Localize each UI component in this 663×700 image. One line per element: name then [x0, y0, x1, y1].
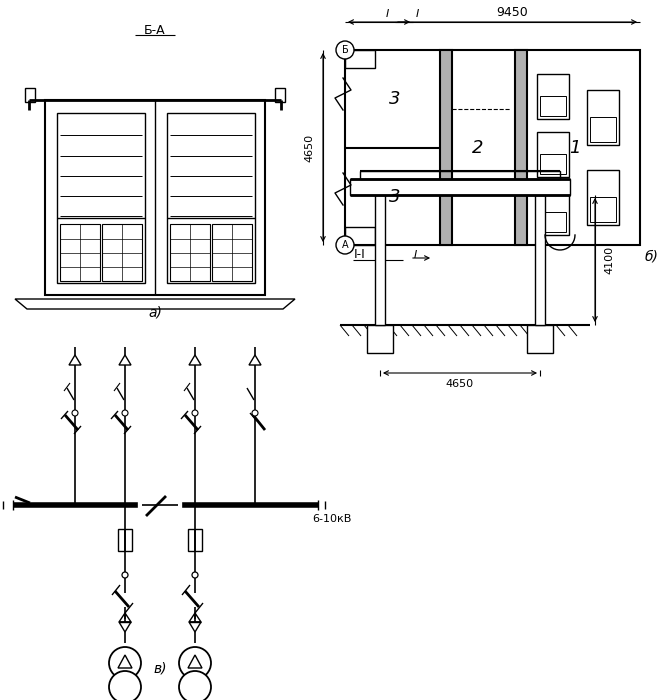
- Bar: [60, 224, 100, 281]
- Bar: [587, 170, 619, 225]
- Bar: [537, 74, 569, 119]
- Text: 1: 1: [570, 139, 581, 157]
- Bar: [345, 50, 640, 245]
- Bar: [102, 224, 142, 281]
- Circle shape: [109, 671, 141, 700]
- Circle shape: [252, 410, 258, 416]
- Bar: [345, 227, 375, 245]
- Circle shape: [179, 671, 211, 700]
- Bar: [440, 50, 452, 245]
- Bar: [540, 96, 566, 116]
- Bar: [590, 117, 616, 142]
- Text: б): б): [645, 250, 659, 264]
- Circle shape: [192, 410, 198, 416]
- Text: 4650: 4650: [446, 379, 474, 389]
- Bar: [45, 100, 265, 295]
- Text: І: І: [385, 9, 389, 19]
- Bar: [350, 179, 570, 195]
- Bar: [212, 224, 252, 281]
- Text: 6-10кВ: 6-10кВ: [312, 514, 351, 524]
- Bar: [360, 171, 560, 179]
- Bar: [367, 325, 393, 353]
- Bar: [590, 197, 616, 222]
- Text: І: І: [413, 250, 416, 260]
- Bar: [540, 154, 566, 174]
- Circle shape: [192, 572, 198, 578]
- Circle shape: [336, 236, 354, 254]
- Bar: [527, 325, 553, 353]
- Text: А: А: [341, 240, 348, 250]
- Circle shape: [109, 647, 141, 679]
- Bar: [118, 529, 132, 551]
- Bar: [515, 50, 527, 245]
- Bar: [375, 195, 385, 325]
- Bar: [587, 90, 619, 145]
- Text: І: І: [416, 9, 418, 19]
- Text: 9450: 9450: [496, 6, 528, 18]
- Text: Б: Б: [341, 45, 348, 55]
- Text: Б-А: Б-А: [144, 24, 166, 36]
- Circle shape: [122, 572, 128, 578]
- Text: 4100: 4100: [604, 246, 614, 274]
- Bar: [537, 132, 569, 177]
- Text: 3: 3: [389, 90, 400, 108]
- Bar: [25, 88, 35, 102]
- Bar: [537, 190, 569, 235]
- Text: 4650: 4650: [304, 134, 314, 162]
- Text: І-І: І-І: [354, 248, 366, 262]
- Bar: [275, 88, 285, 102]
- Circle shape: [122, 410, 128, 416]
- Text: в): в): [153, 661, 167, 675]
- Bar: [170, 224, 210, 281]
- Circle shape: [179, 647, 211, 679]
- Bar: [345, 50, 375, 68]
- Bar: [535, 195, 545, 325]
- Text: а): а): [148, 305, 162, 319]
- Bar: [167, 113, 255, 283]
- Text: 3: 3: [389, 188, 400, 206]
- Circle shape: [336, 41, 354, 59]
- Text: 2: 2: [472, 139, 484, 157]
- Bar: [540, 212, 566, 232]
- Bar: [57, 113, 145, 283]
- Bar: [188, 529, 202, 551]
- Circle shape: [72, 410, 78, 416]
